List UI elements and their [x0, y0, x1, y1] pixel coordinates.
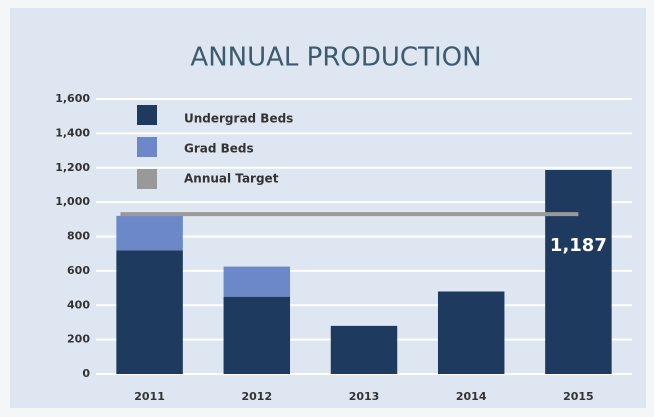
x-tick-label: 2013	[349, 390, 380, 403]
legend-swatch	[137, 169, 157, 189]
y-tick-label: 600	[67, 264, 90, 277]
bar-segment	[545, 169, 612, 374]
y-tick-label: 1,600	[55, 92, 90, 105]
y-tick-label: 800	[67, 230, 90, 243]
x-tick-label: 2012	[241, 390, 272, 403]
value-label: 1,187	[550, 235, 607, 256]
legend-label: Annual Target	[184, 172, 279, 186]
y-tick-label: 200	[67, 333, 90, 346]
x-tick-label: 2014	[456, 390, 487, 403]
y-tick-label: 0	[82, 367, 90, 380]
legend-label: Grad Beds	[184, 142, 254, 156]
x-tick-label: 2015	[563, 390, 594, 403]
chart-title: ANNUAL PRODUCTION	[190, 43, 481, 73]
bar-segment	[116, 215, 183, 251]
bar-segment	[223, 266, 291, 297]
y-tick-label: 400	[67, 298, 90, 311]
legend-label: Undergrad Beds	[184, 112, 293, 126]
legend-swatch	[137, 105, 157, 125]
bar-segment	[437, 291, 505, 374]
bar-segment	[116, 250, 183, 374]
x-tick-label: 2011	[134, 390, 165, 403]
bar-segment	[330, 325, 398, 374]
y-tick-label: 1,000	[55, 195, 90, 208]
y-tick-label: 1,200	[55, 161, 90, 174]
bar-segment	[223, 296, 291, 374]
legend-swatch	[137, 137, 157, 157]
y-tick-label: 1,400	[55, 126, 90, 139]
chart-panel	[10, 8, 646, 408]
